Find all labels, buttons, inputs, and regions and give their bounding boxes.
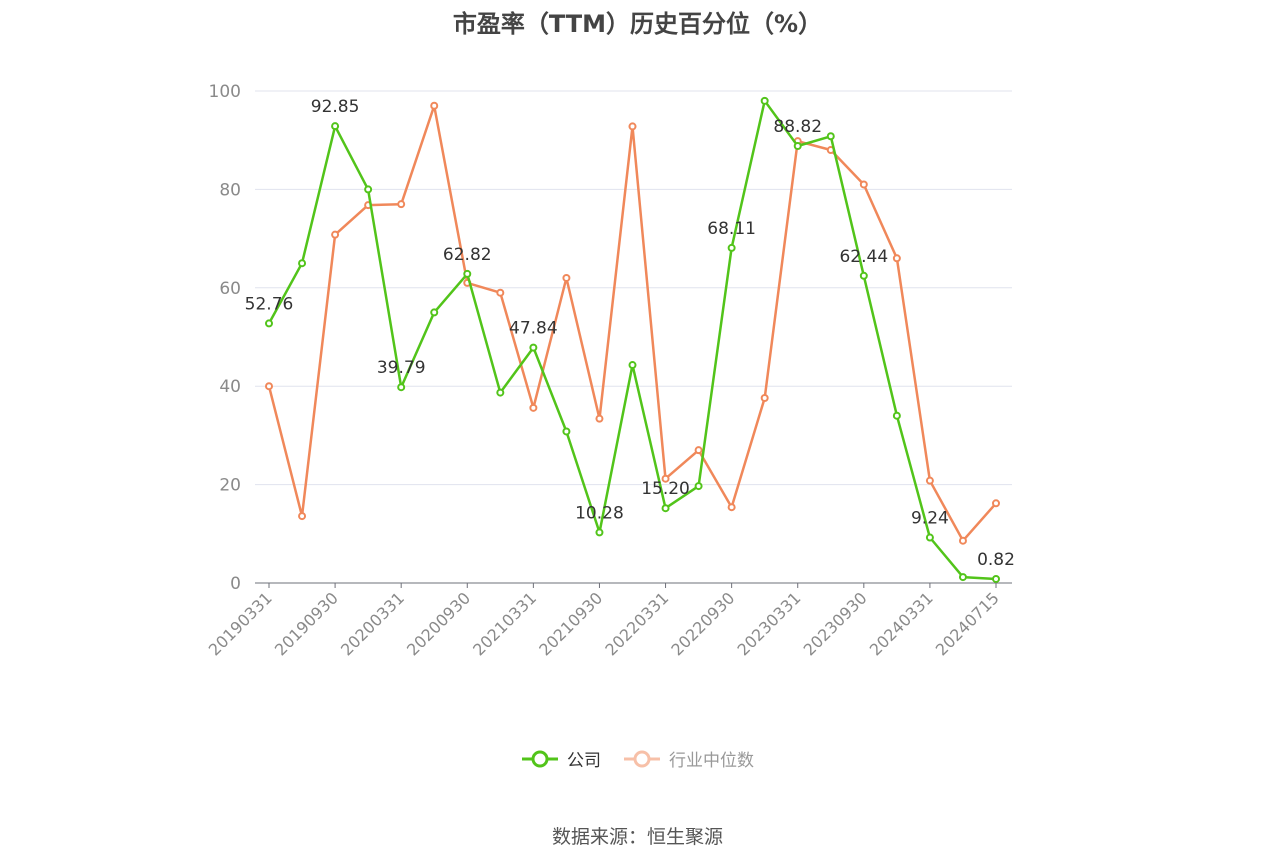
data-point[interactable]	[859, 180, 868, 189]
data-point[interactable]	[628, 122, 637, 131]
x-tick-label: 20190331	[205, 588, 276, 659]
data-point[interactable]	[992, 574, 1000, 583]
data-label: 9.24	[911, 509, 949, 529]
data-point[interactable]	[364, 185, 373, 194]
data-point[interactable]	[331, 230, 340, 239]
legend-industry-icon	[624, 750, 660, 767]
data-point[interactable]	[958, 573, 967, 582]
x-tick-label: 20240331	[866, 588, 937, 659]
data-label: 62.82	[443, 245, 492, 265]
data-point[interactable]	[595, 414, 604, 423]
series-line-0	[267, 99, 997, 581]
data-label: 0.82	[977, 550, 1015, 570]
data-point[interactable]	[727, 503, 736, 512]
data-point[interactable]	[760, 394, 769, 403]
data-point[interactable]	[661, 504, 670, 513]
data-label: 15.20	[641, 479, 690, 499]
x-tick-label: 20200331	[337, 588, 408, 659]
legend-item-company[interactable]: 公司	[521, 746, 601, 771]
series-lines	[265, 96, 1000, 583]
chart-title: 市盈率（TTM）历史百分位（%）	[452, 10, 823, 38]
data-label: 62.44	[839, 247, 888, 267]
data-point[interactable]	[859, 271, 868, 280]
data-point[interactable]	[925, 533, 934, 542]
x-tick-label: 20210331	[469, 588, 540, 659]
data-label: 52.76	[245, 294, 294, 314]
data-point[interactable]	[760, 96, 769, 105]
data-point[interactable]	[496, 388, 505, 397]
legend-label-industry-median: 行业中位数	[669, 751, 754, 771]
data-point[interactable]	[892, 254, 901, 263]
data-point[interactable]	[628, 361, 637, 370]
data-point[interactable]	[562, 427, 571, 436]
data-point[interactable]	[925, 476, 934, 485]
data-point[interactable]	[496, 288, 505, 297]
x-tick-label: 20240715	[932, 588, 1003, 659]
legend-item-industry-median[interactable]: 行业中位数	[623, 746, 754, 771]
series-line-1	[267, 104, 997, 542]
data-point[interactable]	[265, 382, 273, 391]
y-tick-label: 100	[209, 82, 241, 102]
data-label: 68.11	[707, 219, 756, 239]
data-label: 39.79	[377, 358, 426, 378]
x-tick-label: 20230331	[734, 588, 805, 659]
data-point[interactable]	[694, 446, 703, 455]
data-point[interactable]	[562, 273, 571, 282]
y-tick-label: 80	[219, 180, 241, 200]
data-point[interactable]	[331, 122, 340, 131]
legend-label-company: 公司	[567, 751, 601, 771]
data-point[interactable]	[298, 512, 307, 521]
data-labels: 52.76 92.85 39.79 62.82 47.84 10.28 15.20 68.11…	[245, 97, 1015, 570]
data-point[interactable]	[463, 269, 472, 278]
data-point[interactable]	[727, 243, 736, 252]
data-point[interactable]	[397, 200, 406, 209]
data-point[interactable]	[430, 308, 439, 317]
y-tick-label: 40	[219, 377, 241, 397]
data-point[interactable]	[529, 343, 538, 352]
data-point[interactable]	[992, 499, 1000, 508]
y-tick-label: 0	[230, 574, 241, 594]
x-tick-label: 20220930	[667, 588, 738, 659]
data-point[interactable]	[694, 482, 703, 491]
data-point[interactable]	[298, 259, 307, 268]
data-point[interactable]	[265, 319, 273, 328]
data-label: 47.84	[509, 319, 558, 339]
data-point[interactable]	[397, 383, 406, 392]
x-tick-label: 20220331	[601, 588, 672, 659]
x-tick-label: 20190930	[271, 588, 342, 659]
data-point[interactable]	[595, 528, 604, 537]
data-point[interactable]	[529, 403, 538, 412]
legend: 公司 行业中位数	[0, 746, 1275, 771]
source-note: 数据来源：恒生聚源	[551, 826, 723, 848]
data-label: 10.28	[575, 503, 624, 523]
data-point[interactable]	[958, 536, 967, 545]
data-point[interactable]	[661, 474, 670, 483]
legend-company-icon	[522, 750, 558, 767]
data-point[interactable]	[826, 132, 835, 141]
data-point[interactable]	[892, 411, 901, 420]
y-tick-label: 60	[219, 279, 241, 299]
x-tick-label: 20210930	[535, 588, 606, 659]
data-point[interactable]	[793, 142, 802, 151]
y-tick-label: 20	[219, 476, 241, 496]
x-tick-label: 20230930	[800, 588, 871, 659]
data-point[interactable]	[430, 101, 439, 110]
data-label: 88.82	[773, 117, 822, 137]
data-label: 92.85	[311, 97, 360, 117]
grid-lines	[255, 90, 1012, 486]
x-tick-label: 20200930	[403, 588, 474, 659]
